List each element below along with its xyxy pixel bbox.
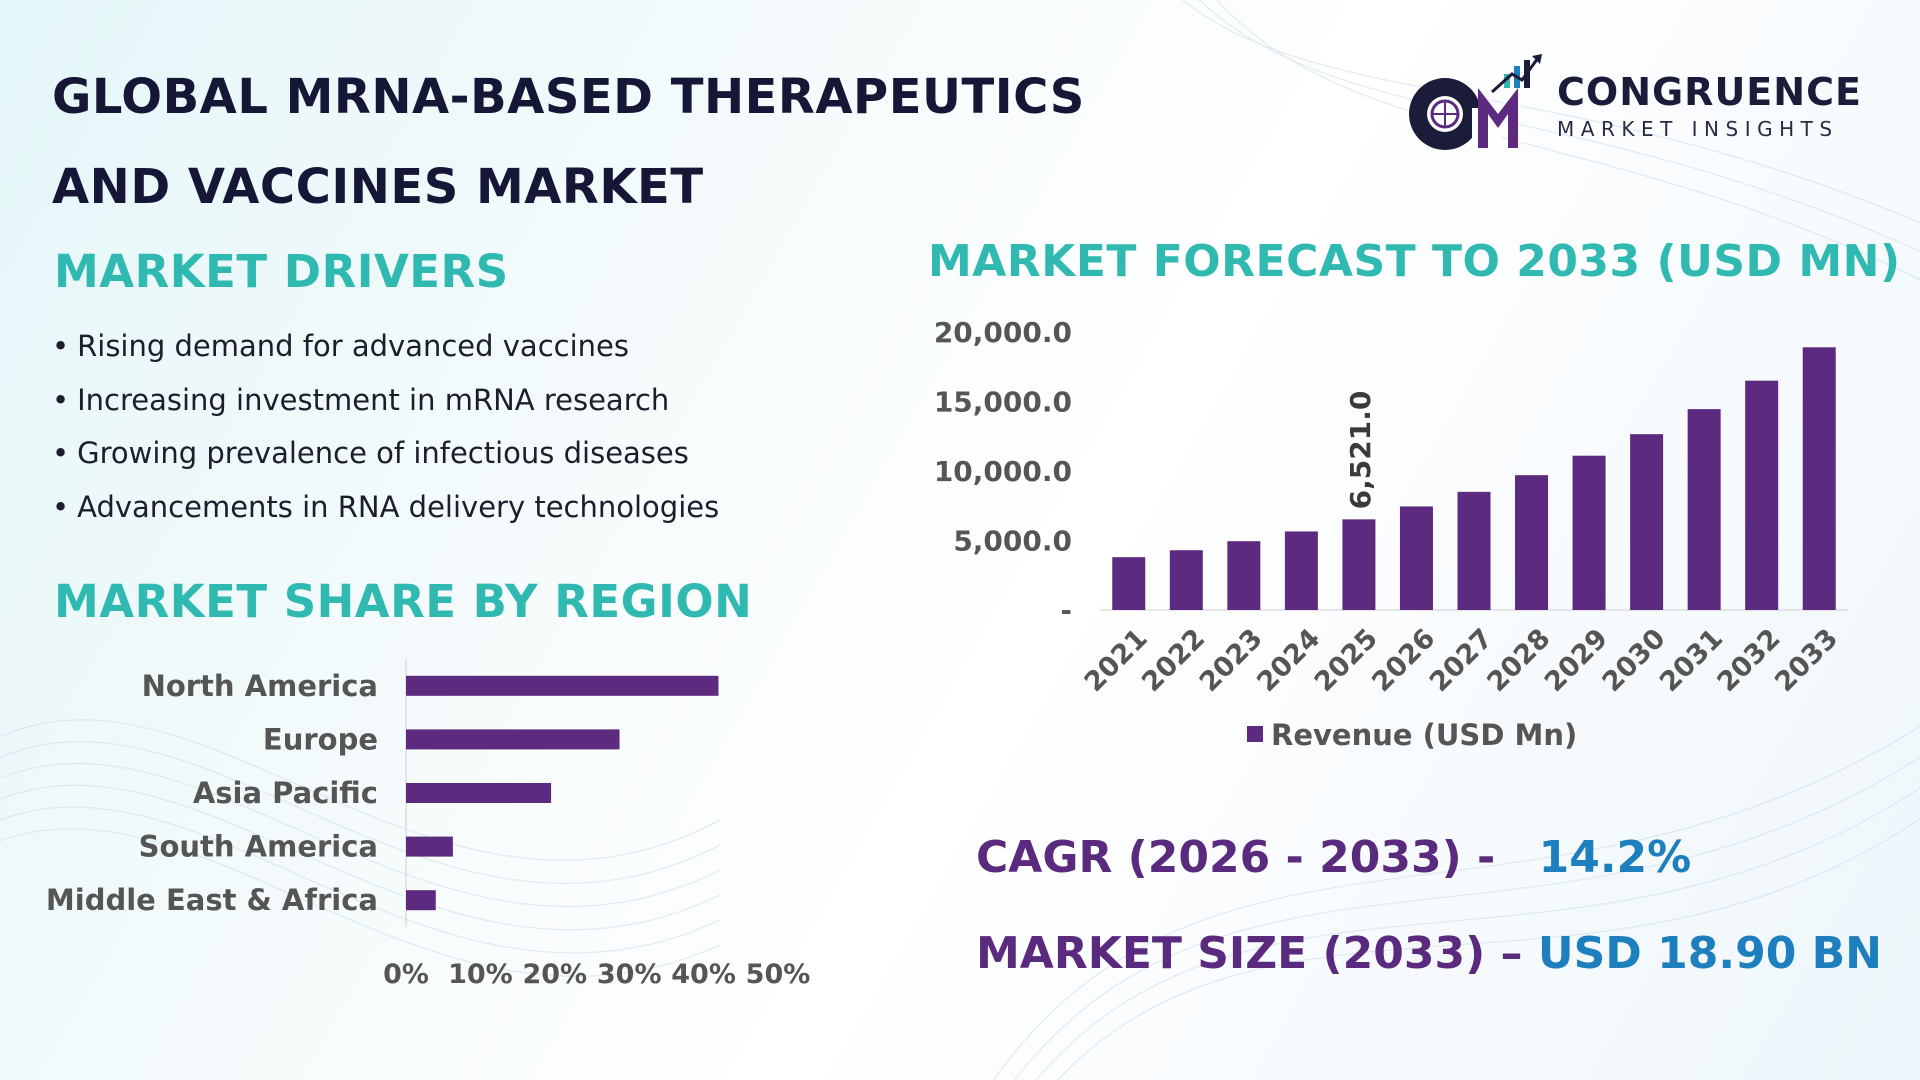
forecast-bar — [1169, 550, 1203, 610]
forecast-x-tick-label: 2032 — [1712, 623, 1787, 698]
cagr-label: CAGR (2026 - 2033) - — [976, 832, 1496, 883]
market-size-kpi: MARKET SIZE (2033) – USD 18.90 BN — [976, 928, 1882, 979]
forecast-x-tick-label: 2031 — [1654, 623, 1729, 698]
forecast-bar — [1630, 434, 1664, 610]
forecast-bar — [1572, 455, 1606, 610]
region-bar — [406, 729, 620, 750]
legend-swatch — [1247, 726, 1263, 742]
forecast-x-tick-label: 2023 — [1194, 623, 1269, 698]
bullet-icon: • — [52, 489, 70, 524]
region-bar — [406, 836, 453, 857]
market-size-label: MARKET SIZE (2033) – — [976, 928, 1523, 979]
market-drivers-list: • Rising demand for advanced vaccines • In… — [52, 320, 719, 534]
driver-item: • Growing prevalence of infectious diseas… — [52, 427, 719, 481]
region-bar — [406, 783, 552, 803]
bullet-icon: • — [52, 329, 70, 363]
region-x-tick-label: 50% — [746, 959, 811, 990]
forecast-bar — [1745, 380, 1779, 610]
region-x-tick-label: 30% — [597, 959, 662, 990]
forecast-x-tick-label: 2030 — [1597, 623, 1672, 698]
forecast-bar — [1342, 519, 1376, 610]
company-logo: CONGRUENCE MARKET INSIGHTS — [1400, 52, 1870, 162]
driver-text: Rising demand for advanced vaccines — [77, 329, 629, 363]
forecast-bar-chart: - 5,000.0 10,000.0 15,000.0 20,000.0 20212022… — [934, 316, 1848, 752]
forecast-x-tick-label: 2027 — [1424, 623, 1499, 698]
forecast-bar — [1457, 491, 1491, 610]
region-x-tick-label: 40% — [671, 959, 736, 990]
forecast-bar — [1112, 557, 1146, 610]
forecast-bar — [1515, 475, 1549, 610]
driver-item: • Advancements in RNA delivery technologi… — [52, 481, 719, 535]
forecast-data-label: 6,521.0 — [1344, 391, 1377, 510]
market-drivers-heading: MARKET DRIVERS — [54, 245, 509, 298]
market-forecast-heading: MARKET FORECAST TO 2033 (USD MN) — [928, 236, 1901, 287]
region-category-label: South America — [139, 830, 378, 864]
forecast-bar — [1284, 531, 1318, 610]
driver-text: Increasing investment in mRNA research — [77, 382, 670, 417]
title-line-2: AND VACCINES MARKET — [52, 159, 704, 215]
cm-monogram-logo-icon — [1409, 54, 1542, 150]
bullet-icon: • — [52, 382, 70, 417]
forecast-y-tick-label: 5,000.0 — [953, 525, 1072, 558]
cagr-kpi: CAGR (2026 - 2033) - 14.2% — [976, 832, 1691, 883]
driver-item: • Rising demand for advanced vaccines — [52, 320, 719, 374]
driver-text: Advancements in RNA delivery technologie… — [77, 489, 720, 524]
market-size-value: USD 18.90 BN — [1537, 928, 1882, 979]
bullet-icon: • — [52, 436, 70, 470]
forecast-bar — [1802, 347, 1836, 610]
cagr-value: 14.2% — [1538, 832, 1692, 883]
forecast-x-tick-label: 2025 — [1309, 623, 1384, 698]
forecast-x-tick-label: 2021 — [1079, 623, 1154, 698]
page-title: GLOBAL MRNA-BASED THERAPEUTICS AND VACCI… — [52, 52, 1085, 232]
forecast-y-tick-label: - — [1060, 594, 1072, 627]
forecast-x-tick-label: 2033 — [1769, 623, 1844, 698]
region-x-tick-label: 10% — [448, 959, 513, 990]
region-category-label: Asia Pacific — [193, 776, 378, 810]
region-bar — [406, 675, 719, 696]
region-category-label: North America — [142, 669, 378, 703]
region-category-label: Europe — [263, 722, 378, 756]
driver-text: Growing prevalence of infectious disease… — [77, 436, 689, 470]
forecast-x-tick-label: 2029 — [1539, 623, 1614, 698]
forecast-y-tick-label: 15,000.0 — [934, 386, 1072, 419]
forecast-bar — [1687, 409, 1721, 610]
forecast-x-tick-label: 2028 — [1481, 623, 1556, 698]
region-x-tick-label: 20% — [522, 959, 587, 990]
forecast-x-tick-label: 2022 — [1136, 623, 1211, 698]
title-line-1: GLOBAL MRNA-BASED THERAPEUTICS — [52, 69, 1085, 125]
region-share-bar-chart: North America Europe Asia Pacific South Ame… — [46, 659, 811, 990]
region-x-tick-label: 0% — [383, 959, 429, 990]
forecast-x-tick-label: 2026 — [1366, 623, 1441, 698]
logo-subtitle: MARKET INSIGHTS — [1557, 117, 1839, 141]
legend-label: Revenue (USD Mn) — [1271, 718, 1577, 752]
logo-name: CONGRUENCE — [1557, 70, 1862, 114]
forecast-bar — [1399, 506, 1433, 610]
forecast-bar — [1227, 541, 1261, 610]
forecast-y-tick-label: 10,000.0 — [934, 455, 1072, 488]
region-bar — [406, 890, 436, 911]
forecast-y-tick-label: 20,000.0 — [934, 316, 1072, 349]
region-category-label: Middle East & Africa — [46, 883, 378, 917]
driver-item: • Increasing investment in mRNA research — [52, 374, 719, 428]
market-share-heading: MARKET SHARE BY REGION — [54, 575, 753, 628]
forecast-x-tick-label: 2024 — [1251, 623, 1326, 698]
